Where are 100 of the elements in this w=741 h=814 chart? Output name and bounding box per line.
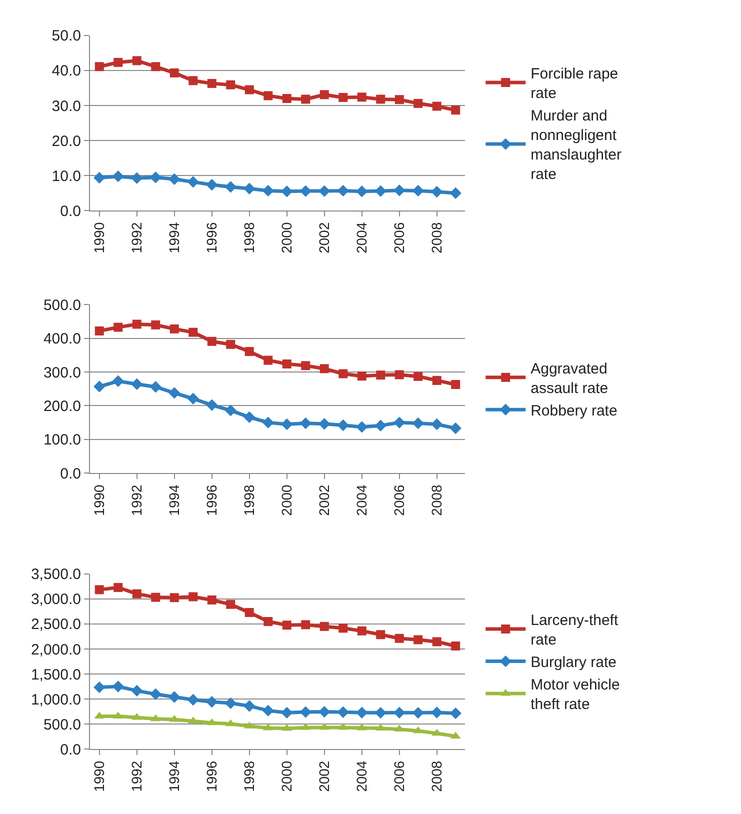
point — [188, 592, 198, 602]
point — [150, 688, 162, 700]
y-tick-label: 400.0 — [43, 330, 81, 348]
point — [450, 422, 462, 434]
point — [244, 411, 256, 424]
point — [132, 56, 142, 66]
point — [264, 91, 273, 100]
point — [187, 694, 199, 706]
x-tick-label: 1990 — [90, 760, 107, 792]
point — [94, 681, 106, 694]
x-tick-label: 2004 — [353, 484, 370, 516]
point — [394, 634, 404, 643]
x-tick-label: 2006 — [390, 760, 407, 792]
point — [394, 370, 404, 380]
x-tick-label: 1998 — [240, 484, 257, 516]
point — [300, 417, 312, 430]
point — [114, 58, 123, 67]
point — [301, 361, 310, 370]
legend-label: Motor vehicle theft rate — [530, 676, 620, 714]
point — [224, 697, 236, 710]
x-tick-label: 1990 — [90, 222, 107, 254]
point — [151, 592, 160, 602]
point — [224, 180, 236, 193]
point — [432, 376, 442, 385]
point — [94, 172, 106, 184]
point — [357, 626, 366, 636]
point — [112, 170, 124, 182]
point — [376, 94, 386, 104]
point — [170, 68, 179, 78]
point — [207, 336, 216, 346]
point — [301, 620, 310, 630]
y-tick-label: 2,500.0 — [30, 616, 81, 634]
y-tick-label: 0.0 — [60, 202, 81, 220]
point — [337, 184, 349, 197]
point — [207, 595, 216, 604]
point — [281, 418, 293, 430]
y-tick-label: 300.0 — [43, 364, 81, 382]
point — [244, 608, 254, 617]
point — [244, 85, 254, 94]
x-tick-label: 2008 — [428, 760, 444, 792]
point — [431, 418, 443, 430]
point — [414, 635, 423, 644]
x-tick-label: 1990 — [90, 484, 107, 516]
x-tick-label: 2004 — [353, 222, 370, 254]
x-tick-label: 2004 — [353, 760, 370, 792]
point — [206, 178, 218, 191]
x-tick-label: 1994 — [166, 222, 182, 254]
point — [282, 359, 292, 368]
point — [451, 380, 460, 389]
point — [432, 637, 442, 646]
y-tick-label: 500.0 — [43, 716, 81, 734]
point — [431, 706, 443, 718]
point — [356, 421, 368, 433]
point — [301, 94, 310, 104]
point — [320, 90, 329, 100]
point — [338, 92, 348, 102]
point — [431, 186, 443, 198]
point — [376, 630, 386, 640]
point — [412, 706, 424, 719]
y-tick-label: 2,000.0 — [30, 641, 81, 658]
point — [412, 417, 424, 430]
y-tick-label: 50.0 — [52, 28, 81, 45]
point — [168, 173, 180, 185]
point — [300, 706, 312, 718]
x-tick-label: 1998 — [240, 222, 257, 254]
point — [226, 600, 236, 609]
point — [320, 364, 329, 374]
legend-label: Forcible rape rate — [530, 66, 618, 102]
x-tick-label: 1994 — [166, 760, 182, 792]
x-tick-label: 2002 — [316, 760, 332, 792]
point — [131, 378, 143, 390]
legend-label: Murder and nonnegligent manslaughter rate — [530, 108, 622, 184]
x-tick-label: 2006 — [390, 222, 407, 254]
point — [394, 706, 406, 718]
y-tick-label: 0.0 — [60, 741, 81, 758]
x-tick-label: 1992 — [128, 760, 144, 792]
x-tick-label: 1998 — [240, 760, 257, 792]
point — [394, 95, 404, 104]
point — [412, 184, 424, 197]
point — [374, 420, 386, 432]
point — [206, 399, 218, 411]
point — [151, 320, 160, 330]
point — [131, 684, 143, 697]
point — [131, 172, 143, 184]
y-tick-label: 0.0 — [60, 465, 81, 482]
point — [300, 185, 312, 197]
y-tick-label: 500.0 — [43, 296, 81, 314]
point — [337, 706, 349, 718]
point — [450, 187, 462, 200]
point — [114, 322, 123, 332]
point — [112, 680, 124, 692]
point — [450, 707, 462, 720]
point — [168, 387, 180, 399]
x-tick-label: 1992 — [128, 484, 144, 516]
point — [244, 700, 256, 712]
point — [394, 184, 406, 196]
y-tick-label: 3,000.0 — [30, 591, 81, 608]
point — [264, 617, 273, 626]
point — [94, 380, 106, 392]
x-tick-label: 2006 — [390, 484, 407, 516]
